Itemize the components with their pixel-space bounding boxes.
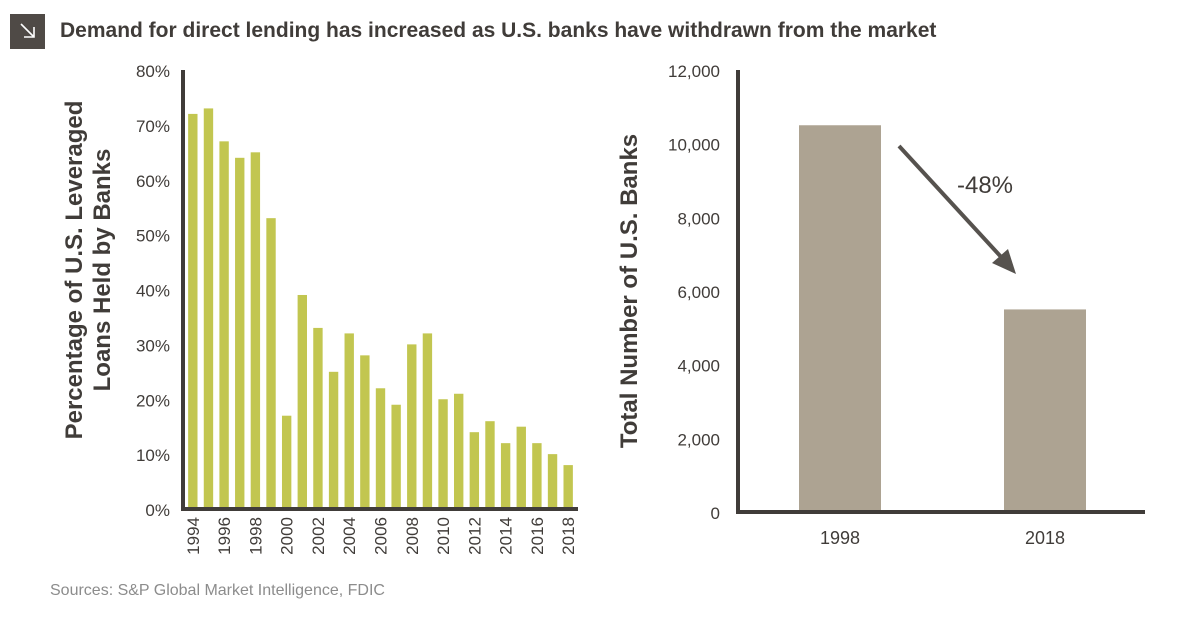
left-xtick-label: 1996 xyxy=(215,517,234,555)
bar-1996 xyxy=(219,141,229,509)
bar-2008 xyxy=(407,344,417,510)
right-ytick-label: 6,000 xyxy=(677,283,720,302)
left-ytick-label: 60% xyxy=(136,172,170,191)
bar-2000 xyxy=(281,415,292,509)
left-chart: 0% 10% 20% 30% 40% 50% 60% 70% 80% 1994 1996 1998 20… xyxy=(61,62,578,555)
left-xtick-label: 2010 xyxy=(434,517,453,555)
right-ytick-label: 0 xyxy=(711,504,720,523)
bar-2010 xyxy=(438,399,448,509)
bar-2016 xyxy=(532,443,542,509)
bar-2006 xyxy=(375,388,386,509)
right-ytick-label: 2,000 xyxy=(677,430,720,449)
left-ytick-label: 80% xyxy=(136,62,170,81)
left-ytick-label: 40% xyxy=(136,282,170,301)
right-ytick-label: 8,000 xyxy=(677,209,720,228)
left-xtick-label: 2012 xyxy=(465,517,484,555)
bar-2018 xyxy=(563,465,573,509)
chart-header: Demand for direct lending has increased … xyxy=(10,13,936,49)
left-xtick-label: 1998 xyxy=(246,517,265,555)
right-ytick-label: 12,000 xyxy=(668,62,720,81)
bar-2015 xyxy=(516,426,526,509)
bar-2017 xyxy=(547,454,558,510)
bar-1994 xyxy=(188,113,198,510)
left-xtick-label: 2016 xyxy=(528,517,547,555)
bar-2013 xyxy=(485,421,495,509)
right-ytick-label: 10,000 xyxy=(668,136,720,155)
left-ytick-label: 0% xyxy=(145,501,170,520)
right-xtick-label: 1998 xyxy=(820,528,860,548)
left-ytick-label: 70% xyxy=(136,117,170,136)
bar-2002 xyxy=(313,327,323,509)
bar-2009 xyxy=(422,333,433,509)
left-xtick-label: 2000 xyxy=(278,517,297,555)
left-xtick-label: 2006 xyxy=(372,517,391,555)
bar-1999 xyxy=(266,218,276,509)
left-xtick-label: 1994 xyxy=(184,517,203,555)
left-xtick-label: 2018 xyxy=(559,517,578,555)
bar-2011 xyxy=(454,393,464,509)
bar-2005 xyxy=(360,355,370,509)
chart-title: Demand for direct lending has increased … xyxy=(60,19,937,42)
left-y-axis-label: Percentage of U.S. LeveragedLoans Held b… xyxy=(61,101,116,440)
right-chart: 1998 2018 0 2,000 4,000 6,000 8,000 10,000 12,00… xyxy=(616,62,1145,548)
left-xtick-label: 2004 xyxy=(340,517,359,555)
bar-2014 xyxy=(500,443,511,509)
bar-2003 xyxy=(328,371,339,509)
left-ytick-label: 20% xyxy=(136,391,170,410)
left-xtick-label: 2014 xyxy=(497,517,516,555)
bar-1997 xyxy=(235,157,245,510)
decline-annotation: -48% xyxy=(957,172,1013,199)
bar-2012 xyxy=(469,432,480,509)
decline-arrow xyxy=(897,144,1016,274)
source-note: Sources: S&P Global Market Intelligence,… xyxy=(50,582,385,599)
left-xtick-label: 2002 xyxy=(309,517,328,555)
bar-2004 xyxy=(344,333,354,509)
bar-1995 xyxy=(203,108,214,509)
left-ytick-label: 50% xyxy=(136,227,170,246)
arrow-down-right-icon xyxy=(10,13,45,49)
right-xtick-label: 2018 xyxy=(1025,528,1065,548)
right-ytick-label: 4,000 xyxy=(677,357,720,376)
bar-1998 xyxy=(799,125,881,512)
left-xtick-label: 2008 xyxy=(403,517,422,555)
bar-1998 xyxy=(250,152,261,509)
bar-2007 xyxy=(391,404,401,509)
left-ytick-label: 30% xyxy=(136,336,170,355)
bar-2001 xyxy=(297,294,307,509)
right-y-axis-label: Total Number of U.S. Banks xyxy=(616,134,643,448)
left-ytick-label: 10% xyxy=(136,446,170,465)
bar-2018 xyxy=(1004,309,1086,512)
